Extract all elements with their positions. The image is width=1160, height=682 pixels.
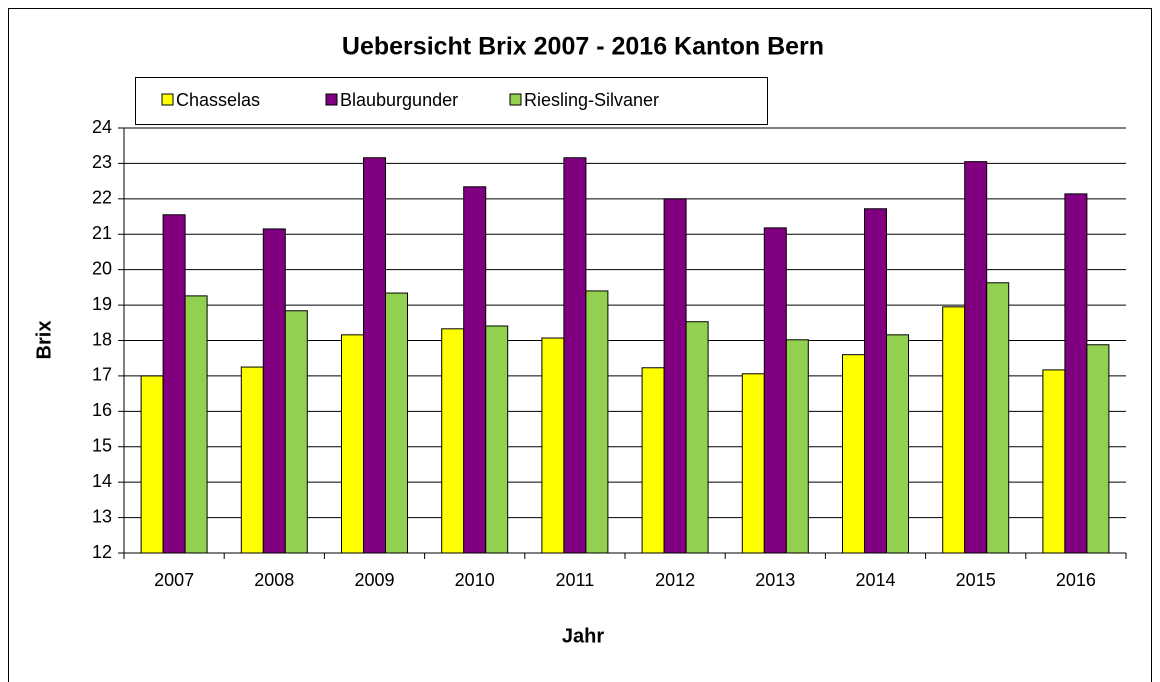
x-tick-label: 2007	[154, 570, 194, 590]
bar	[1042, 369, 1066, 554]
bar	[485, 325, 509, 554]
bar	[363, 157, 386, 554]
bar	[641, 367, 665, 554]
bar	[1064, 193, 1088, 554]
y-axis-label: Brix	[33, 321, 55, 360]
bar	[563, 157, 587, 554]
legend-swatch	[161, 93, 174, 106]
bar	[1086, 344, 1110, 554]
x-tick-label: 2010	[455, 570, 495, 590]
bar	[284, 310, 308, 554]
legend-label: Chasselas	[176, 90, 260, 110]
y-tick-label: 12	[92, 542, 112, 562]
legend-label: Riesling-Silvaner	[524, 90, 659, 110]
bar	[140, 375, 164, 554]
y-tick-label: 15	[92, 436, 112, 456]
bar	[441, 328, 465, 554]
y-tick-label: 22	[92, 188, 112, 208]
bar	[341, 334, 364, 554]
y-tick-label: 21	[92, 223, 112, 243]
bar	[240, 366, 264, 554]
legend-swatch	[509, 93, 522, 106]
bar	[685, 321, 709, 554]
bar	[663, 198, 687, 554]
legend-label: Blauburgunder	[340, 90, 458, 110]
y-tick-label: 14	[92, 471, 112, 491]
bar	[842, 354, 865, 554]
bar	[585, 290, 609, 554]
legend-swatch	[325, 93, 338, 106]
x-tick-label: 2009	[354, 570, 394, 590]
y-tick-label: 18	[92, 329, 112, 349]
x-tick-label: 2013	[755, 570, 795, 590]
y-tick-label: 19	[92, 294, 112, 314]
y-tick-label: 24	[92, 117, 112, 137]
x-tick-label: 2011	[556, 570, 595, 590]
bar	[886, 334, 909, 554]
bar	[864, 208, 887, 554]
bar	[184, 295, 208, 554]
bar	[541, 337, 565, 554]
y-tick-label: 23	[92, 152, 112, 172]
bar	[741, 373, 765, 554]
x-tick-label: 2008	[254, 570, 294, 590]
bar	[262, 228, 286, 554]
y-tick-label: 20	[92, 258, 112, 278]
x-tick-label: 2014	[855, 570, 895, 590]
bar	[162, 214, 186, 554]
y-tick-label: 17	[92, 365, 112, 385]
x-tick-label: 2016	[1056, 570, 1096, 590]
chart-title: Uebersicht Brix 2007 - 2016 Kanton Bern	[342, 33, 824, 61]
bar	[763, 227, 787, 554]
bar	[942, 306, 966, 554]
bar	[385, 292, 408, 554]
bar	[463, 186, 487, 554]
bar	[986, 282, 1010, 554]
bar	[785, 339, 809, 554]
x-tick-label: 2012	[655, 570, 695, 590]
y-tick-label: 13	[92, 506, 112, 526]
x-tick-label: 2015	[956, 570, 996, 590]
bar	[964, 161, 988, 554]
legend-box	[135, 77, 768, 125]
y-tick-label: 16	[92, 400, 112, 420]
x-axis-label: Jahr	[562, 625, 604, 647]
